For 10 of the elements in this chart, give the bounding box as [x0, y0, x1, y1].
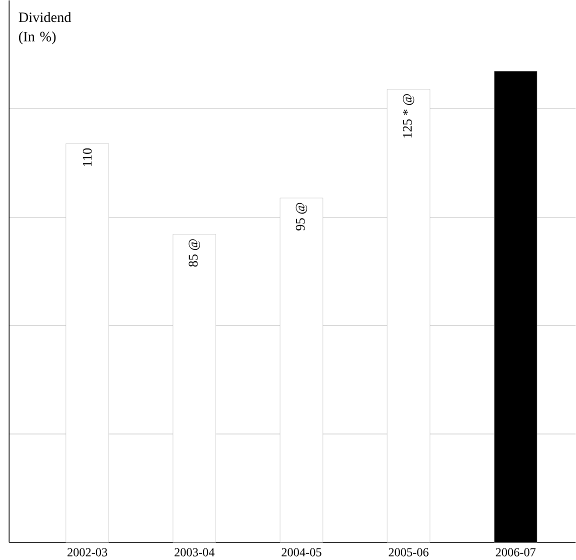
data-label: 85 @ — [188, 239, 200, 267]
x-tick-label: 2005-06 — [388, 548, 428, 556]
x-tick-label: 2003-04 — [174, 548, 215, 556]
x-tick-label: 2002-03 — [68, 548, 108, 556]
y-axis-title: Dividend (In %) — [18, 12, 72, 44]
data-label: 125 * @ — [402, 94, 414, 138]
data-label: 95 @ — [296, 203, 308, 231]
x-tick-label: 2006-07 — [496, 548, 536, 556]
data-label: 110 — [82, 148, 92, 166]
x-tick-label: 2004-05 — [282, 548, 322, 556]
